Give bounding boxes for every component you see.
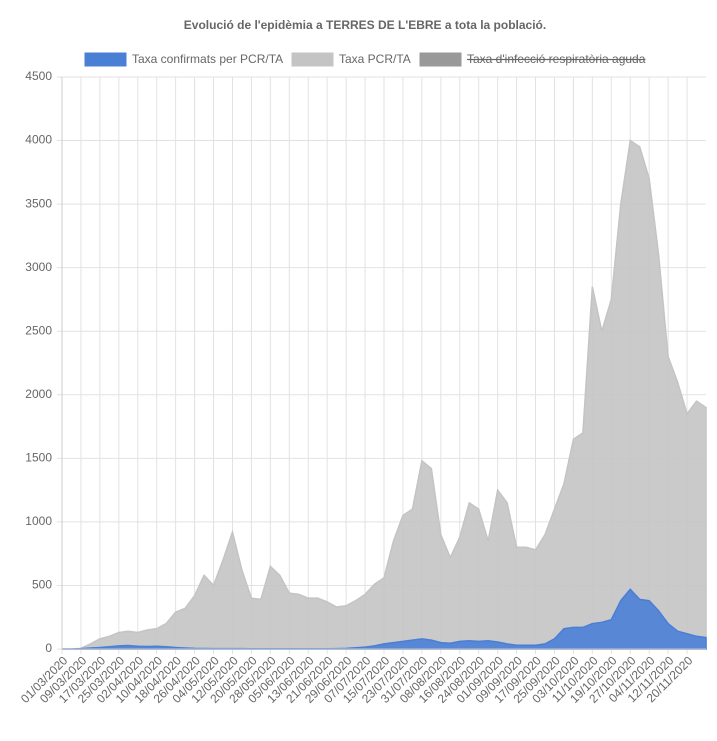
y-tick-label: 3000 xyxy=(25,260,52,274)
y-tick-label: 2500 xyxy=(25,323,52,337)
legend-swatch xyxy=(291,52,334,67)
chart-title: Evolució de l'epidèmia a TERRES DE L'EBR… xyxy=(184,18,546,32)
y-tick-label: 4000 xyxy=(25,133,52,147)
area xyxy=(62,588,707,650)
y-tick-label: 500 xyxy=(32,578,52,592)
legend-swatch xyxy=(84,52,127,67)
y-tick-label: 4500 xyxy=(25,69,52,83)
y-tick-label: 1000 xyxy=(25,514,52,528)
y-tick-label: 1500 xyxy=(25,451,52,465)
y-tick-label: 3500 xyxy=(25,196,52,210)
area xyxy=(62,139,707,650)
legend-label: Taxa PCR/TA xyxy=(339,52,411,66)
legend-label: Taxa confirmats per PCR/TA xyxy=(132,52,283,66)
y-tick-label: 0 xyxy=(45,641,52,655)
legend-swatch xyxy=(419,52,462,67)
y-tick-label: 2000 xyxy=(25,387,52,401)
legend-label: Taxa d'infecció respiratòria aguda xyxy=(467,52,646,66)
